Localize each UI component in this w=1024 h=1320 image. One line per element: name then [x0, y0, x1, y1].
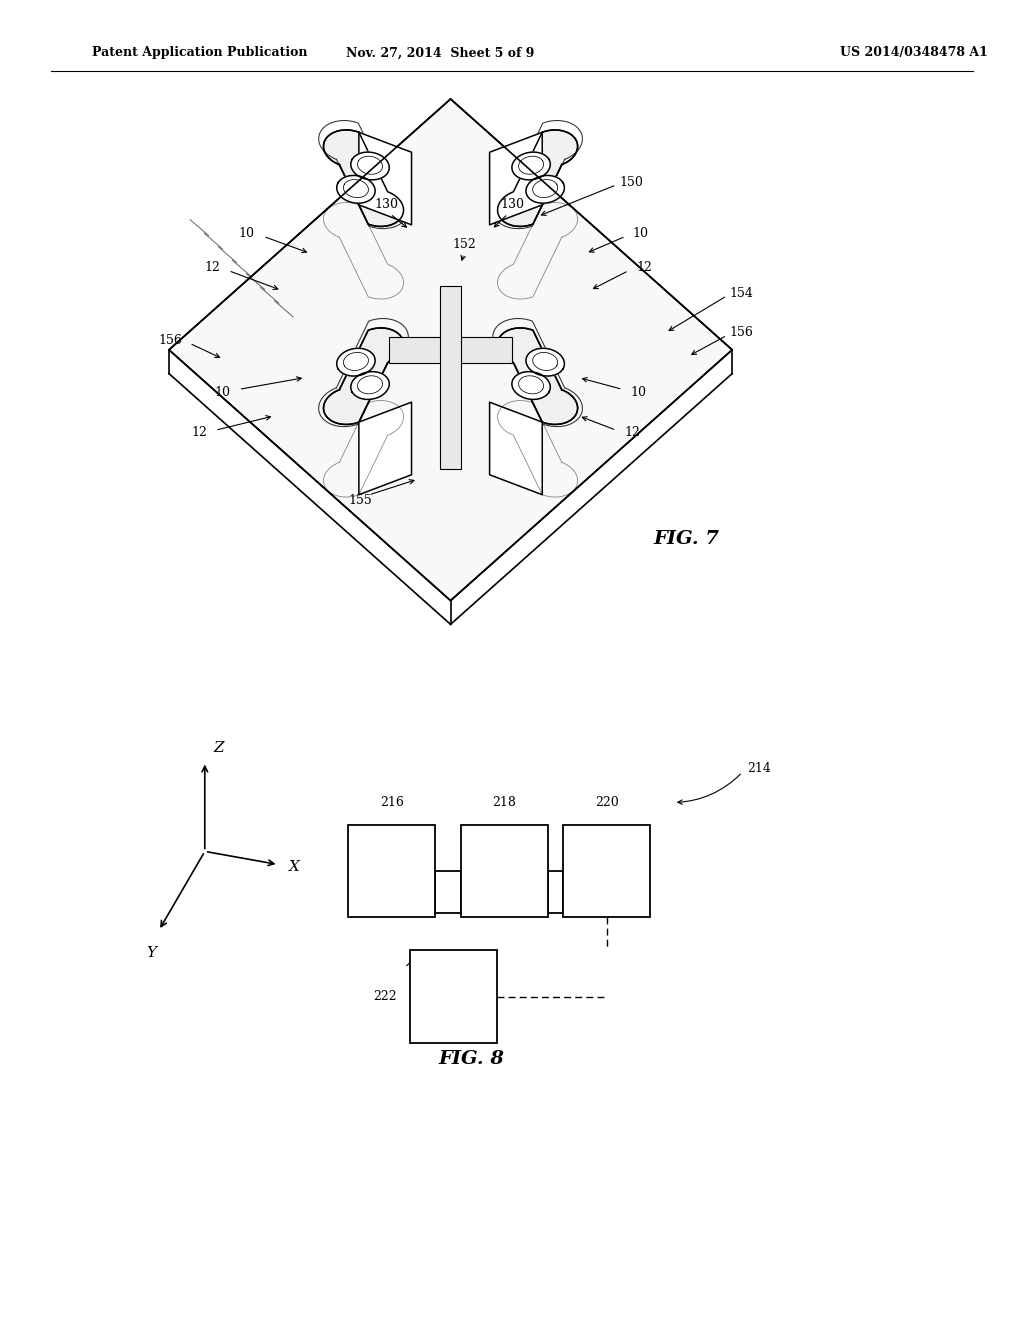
Text: 10: 10 — [631, 385, 647, 399]
Bar — [348, 825, 435, 917]
Polygon shape — [498, 129, 578, 227]
Text: 216: 216 — [380, 796, 403, 809]
Polygon shape — [512, 372, 550, 400]
Text: Patent Application Publication: Patent Application Publication — [92, 46, 307, 59]
Text: US 2014/0348478 A1: US 2014/0348478 A1 — [840, 46, 987, 59]
Text: 154: 154 — [729, 286, 753, 300]
Text: 222: 222 — [374, 990, 397, 1003]
Polygon shape — [351, 152, 389, 180]
Text: 12: 12 — [204, 261, 220, 275]
Text: Z: Z — [213, 742, 223, 755]
Polygon shape — [351, 372, 389, 400]
Bar — [563, 825, 650, 917]
Polygon shape — [358, 132, 412, 224]
Text: 10: 10 — [633, 227, 649, 240]
Polygon shape — [489, 403, 543, 495]
Text: X: X — [289, 861, 300, 874]
Polygon shape — [337, 348, 375, 376]
Text: 150: 150 — [620, 176, 643, 189]
Text: 214: 214 — [748, 762, 771, 775]
Text: 152: 152 — [452, 238, 476, 251]
Polygon shape — [526, 348, 564, 376]
Text: FIG. 8: FIG. 8 — [438, 1049, 504, 1068]
Text: 155: 155 — [348, 494, 373, 507]
Polygon shape — [440, 286, 461, 469]
Text: 156: 156 — [159, 334, 182, 347]
Text: 218: 218 — [493, 796, 516, 809]
Polygon shape — [337, 176, 375, 203]
Text: FIG. 7: FIG. 7 — [653, 529, 719, 548]
Polygon shape — [489, 132, 543, 224]
Text: 12: 12 — [190, 426, 207, 440]
Polygon shape — [389, 337, 512, 363]
Text: 130: 130 — [374, 198, 398, 211]
Text: 156: 156 — [729, 326, 753, 339]
Text: 12: 12 — [637, 261, 653, 275]
Text: Nov. 27, 2014  Sheet 5 of 9: Nov. 27, 2014 Sheet 5 of 9 — [346, 46, 535, 59]
Polygon shape — [324, 129, 403, 227]
Text: 12: 12 — [625, 426, 641, 440]
Polygon shape — [324, 327, 403, 425]
Polygon shape — [358, 403, 412, 495]
Polygon shape — [169, 99, 732, 601]
Text: 10: 10 — [238, 227, 254, 240]
Text: 10: 10 — [214, 385, 230, 399]
Bar — [461, 825, 548, 917]
Text: 220: 220 — [595, 796, 618, 809]
Polygon shape — [526, 176, 564, 203]
Text: 130: 130 — [500, 198, 524, 211]
Text: Y: Y — [146, 946, 157, 961]
Bar — [410, 950, 497, 1043]
Polygon shape — [512, 152, 550, 180]
Polygon shape — [498, 327, 578, 425]
